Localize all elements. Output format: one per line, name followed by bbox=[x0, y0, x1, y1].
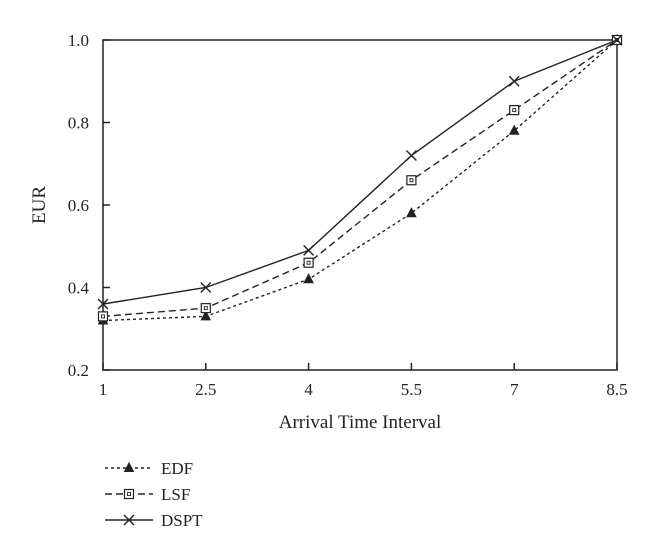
data-point-dspt bbox=[611, 34, 623, 46]
data-point-lsf bbox=[200, 303, 211, 314]
x-axis: 1 2.5 4 5.5 7 8.5 bbox=[99, 363, 628, 399]
series-dspt bbox=[97, 34, 623, 310]
data-point-dspt bbox=[405, 150, 417, 161]
y-tick-label: 0.4 bbox=[68, 279, 90, 298]
data-point-lsf bbox=[406, 175, 417, 186]
legend: EDF LSF DSPT bbox=[105, 459, 203, 530]
x-tick-label: 8.5 bbox=[606, 380, 627, 399]
y-tick-label: 1.0 bbox=[68, 31, 89, 50]
data-point-lsf bbox=[509, 105, 520, 116]
y-axis-title: EUR bbox=[29, 186, 50, 224]
legend-item-edf: EDF bbox=[105, 459, 193, 478]
series-lsf bbox=[97, 34, 623, 322]
data-point-edf bbox=[508, 124, 520, 135]
data-point-edf bbox=[303, 273, 314, 284]
series-line-dspt bbox=[102, 39, 618, 305]
legend-marker-edf bbox=[123, 461, 135, 472]
x-tick-label: 7 bbox=[510, 380, 519, 399]
plot-frame bbox=[102, 39, 618, 371]
y-tick-label: 0.6 bbox=[68, 196, 89, 215]
x-tick-label: 1 bbox=[99, 380, 108, 399]
data-point-edf bbox=[406, 207, 417, 218]
data-point-lsf bbox=[303, 257, 314, 268]
legend-item-dspt: DSPT bbox=[105, 511, 203, 530]
data-point-dspt bbox=[303, 244, 315, 256]
legend-marker-dspt bbox=[123, 514, 135, 526]
x-axis-title: Arrival Time Interval bbox=[279, 412, 442, 433]
legend-marker-lsf bbox=[123, 488, 135, 500]
series-edf bbox=[97, 33, 623, 325]
y-tick-label: 0.2 bbox=[68, 361, 89, 380]
series-layer bbox=[97, 33, 623, 325]
data-point-dspt bbox=[508, 75, 520, 87]
x-tick-label: 2.5 bbox=[195, 380, 216, 399]
y-axis: 0.2 0.4 0.6 0.8 1.0 bbox=[68, 31, 110, 380]
x-tick-label: 4 bbox=[304, 380, 313, 399]
legend-label-lsf: LSF bbox=[161, 485, 190, 504]
legend-label-dspt: DSPT bbox=[161, 511, 203, 530]
data-point-lsf bbox=[97, 311, 109, 322]
series-line-lsf bbox=[102, 39, 618, 318]
series-line-edf bbox=[102, 39, 618, 322]
y-tick-label: 0.8 bbox=[68, 114, 89, 133]
legend-label-edf: EDF bbox=[161, 459, 193, 478]
data-point-dspt bbox=[97, 298, 109, 310]
x-tick-label: 5.5 bbox=[401, 380, 422, 399]
legend-item-lsf: LSF bbox=[105, 485, 190, 504]
data-point-dspt bbox=[200, 282, 212, 293]
data-point-edf bbox=[200, 310, 212, 321]
